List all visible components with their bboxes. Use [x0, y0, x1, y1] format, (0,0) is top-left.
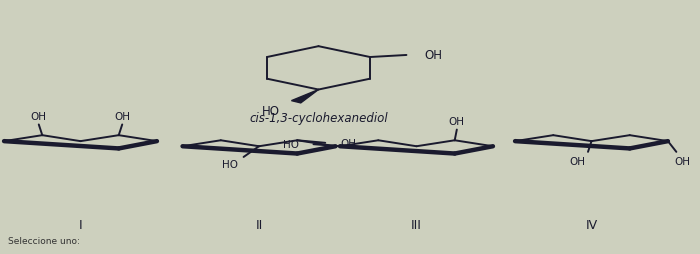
Text: OH: OH	[425, 49, 442, 62]
Text: OH: OH	[341, 138, 356, 148]
Text: HO: HO	[284, 140, 300, 150]
Text: Seleccione uno:: Seleccione uno:	[8, 236, 81, 245]
Text: OH: OH	[31, 111, 47, 121]
Text: III: III	[411, 218, 422, 231]
Text: OH: OH	[570, 156, 585, 166]
Text: I: I	[78, 218, 83, 231]
Text: OH: OH	[449, 116, 465, 126]
Text: HO: HO	[262, 104, 280, 117]
Text: cis-1,3-cyclohexanediol: cis-1,3-cyclohexanediol	[249, 112, 388, 124]
Text: OH: OH	[674, 156, 690, 166]
Polygon shape	[291, 90, 318, 103]
Text: II: II	[256, 218, 262, 231]
Text: IV: IV	[585, 218, 598, 231]
Text: HO: HO	[222, 160, 237, 170]
Text: OH: OH	[114, 111, 130, 121]
